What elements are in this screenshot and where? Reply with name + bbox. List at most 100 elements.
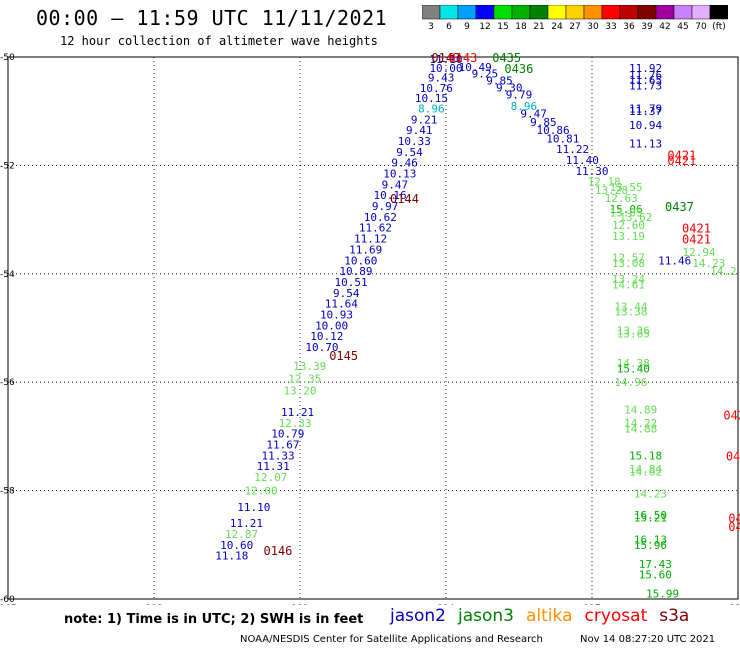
wave-height-label: 12.94 (683, 246, 716, 259)
color-scale-label: 39 (641, 22, 653, 32)
x-tick-label: 117 (583, 604, 600, 605)
pass-time-label: 042 (726, 449, 740, 463)
wave-height-label: 11.21 (230, 517, 263, 530)
wave-height-label: 11.12 (354, 233, 387, 246)
wave-height-label: 9.54 (333, 287, 360, 300)
pass-time-label: 0143 (431, 51, 460, 65)
wave-height-label: 11.21 (281, 406, 314, 419)
wave-height-label: 10.76 (420, 82, 453, 95)
wave-height-label: 11.31 (257, 460, 290, 473)
x-tick-label: 105 (0, 604, 17, 605)
legend-item-cryosat: cryosat (584, 606, 648, 626)
wave-height-label: 9.43 (428, 72, 455, 85)
wave-height-label: 14.38 (617, 357, 650, 370)
chart-subtitle: 12 hour collection of altimeter wave hei… (60, 34, 378, 48)
wave-height-label: 12.57 (612, 252, 645, 265)
color-scale-label: 27 (569, 22, 581, 32)
pass-time-label: 0435 (492, 51, 521, 65)
y-tick-label: -60 (0, 595, 15, 605)
wave-height-label: 11.10 (237, 501, 270, 514)
color-scale-label: 18 (515, 22, 527, 32)
wave-height-label: 14.96 (614, 376, 647, 389)
x-tick-label: 108 (145, 604, 162, 605)
x-tick-label: 114 (437, 604, 454, 605)
legend-item-altika: altika (526, 606, 573, 626)
y-tick-label: -54 (0, 270, 15, 280)
plot-frame (7, 56, 739, 600)
pass-time-label: 0420 (723, 409, 740, 423)
wave-height-label: 14.22 (624, 417, 657, 430)
pass-time-label: 0421 (667, 154, 696, 168)
pass-time-label: 0 (733, 604, 740, 605)
wave-height-label: 10.12 (310, 330, 343, 343)
wave-height-label: 9.79 (506, 88, 533, 101)
wave-height-label: 9.21 (411, 113, 438, 126)
wave-height-label: 10.60 (220, 539, 253, 552)
y-tick-label: -52 (0, 161, 15, 171)
legend-item-jason2: jason2 (390, 606, 446, 626)
pass-time-label: 0143 (448, 51, 477, 65)
wave-height-label: 11.18 (215, 550, 248, 563)
pass-time-label: 0145 (329, 349, 358, 363)
wave-height-label: 10.93 (320, 308, 353, 321)
y-tick-label: -58 (0, 487, 15, 497)
pass-time-label: 0421 (682, 222, 711, 236)
wave-height-label: 10.49 (459, 61, 492, 74)
wave-height-label: 10.79 (271, 428, 304, 441)
wave-height-label: 10.70 (305, 341, 338, 354)
wave-height-label: 11.46 (658, 254, 691, 267)
wave-height-label: 10.13 (383, 168, 416, 181)
color-scale-label: 45 (677, 22, 689, 32)
wave-height-label: 10.81 (546, 132, 579, 145)
wave-height-label: 11.69 (349, 243, 382, 256)
wave-height-label: 10.00 (315, 319, 348, 332)
wave-height-label: 9.85 (530, 116, 557, 129)
wave-height-label: 9.85 (486, 74, 513, 87)
color-scale-label: 36 (623, 22, 635, 32)
wave-height-label: 11.22 (556, 143, 589, 156)
wave-height-label: 14.23 (634, 487, 667, 500)
wave-height-label: 11.73 (629, 80, 662, 93)
wave-height-label: 14.61 (612, 279, 645, 292)
wave-height-label: 9.30 (496, 81, 523, 94)
color-scale-label: 9 (464, 22, 470, 32)
wave-height-label: 11.40 (566, 154, 599, 167)
color-scale-label: 30 (587, 22, 599, 32)
wave-height-label: 15.60 (639, 569, 672, 582)
wave-height-label: 10.00 (429, 62, 462, 75)
wave-height-label: 10.51 (335, 276, 368, 289)
wave-height-label: 13.36 (617, 325, 650, 338)
wave-height-label: 12.60 (612, 219, 645, 232)
wave-height-label: 12.63 (605, 192, 638, 205)
color-scale-label: (ft) (712, 22, 726, 32)
pass-time-label: 0146 (264, 544, 293, 558)
wave-height-label: 11.64 (325, 298, 358, 311)
color-swatch (709, 5, 728, 20)
wave-height-label: 13.24 (612, 273, 645, 286)
wave-height-label: 15.40 (617, 363, 650, 376)
wave-height-label: 11.65 (629, 74, 662, 87)
wave-height-label: 12.87 (225, 528, 258, 541)
wave-height-label: 10.60 (344, 254, 377, 267)
wave-height-label: 12.18 (588, 176, 621, 189)
wave-height-label: 9.25 (472, 67, 499, 80)
color-scale-label: 24 (551, 22, 563, 32)
color-scale-label: 42 (659, 22, 671, 32)
wave-height-label: 15.18 (629, 449, 662, 462)
wave-height-label: 11.79 (629, 102, 662, 115)
wave-height-label: 13.05 (610, 207, 643, 220)
wave-height-label: 9.47 (382, 178, 409, 191)
x-tick-label: 111 (291, 604, 308, 605)
wave-height-label: 11.67 (266, 439, 299, 452)
wave-height-label: 12.33 (279, 417, 312, 430)
wave-height-label: 8.96 (511, 100, 538, 113)
wave-height-label: 14.84 (629, 463, 662, 476)
wave-height-label: 13.38 (614, 306, 647, 319)
pass-time-label: 0436 (504, 62, 533, 76)
wave-height-label: 9.47 (520, 107, 547, 120)
wave-height-label: 14.62 (629, 466, 662, 479)
y-tick-label: -56 (0, 378, 15, 388)
wave-height-label: 15.96 (634, 539, 667, 552)
wave-height-label: 16.13 (634, 533, 667, 546)
wave-height-label: 10.86 (537, 124, 570, 137)
